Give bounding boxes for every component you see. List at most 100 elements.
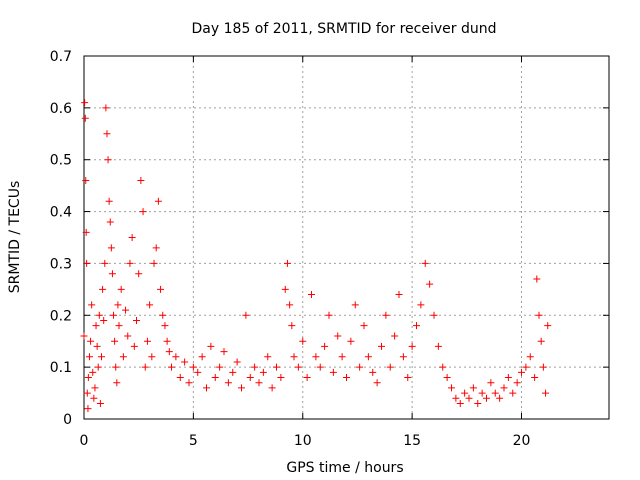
data-point-plus xyxy=(281,285,289,293)
data-point-plus xyxy=(148,353,156,361)
data-point-plus xyxy=(439,363,447,371)
data-point-plus xyxy=(233,358,241,366)
data-point-plus xyxy=(448,384,455,392)
x-tick-label: 15 xyxy=(403,433,421,449)
data-point-plus xyxy=(537,337,545,345)
data-point-plus xyxy=(93,342,101,350)
data-point-plus xyxy=(430,311,438,319)
data-point-plus xyxy=(81,114,89,122)
data-point-plus xyxy=(500,384,508,392)
data-point-plus xyxy=(461,389,469,397)
data-point-plus xyxy=(417,301,425,309)
data-point-plus xyxy=(91,384,99,392)
data-point-plus xyxy=(130,342,138,350)
data-point-plus xyxy=(329,368,337,376)
data-point-plus xyxy=(246,374,254,382)
data-point-plus xyxy=(117,285,125,293)
data-point-plus xyxy=(85,353,93,361)
data-point-plus xyxy=(316,363,324,371)
data-point-plus xyxy=(157,285,165,293)
y-tick-label: 0.1 xyxy=(50,360,72,376)
data-point-plus xyxy=(119,353,127,361)
x-tick-label: 0 xyxy=(80,433,89,449)
data-point-plus xyxy=(154,197,162,205)
data-point-plus xyxy=(124,332,132,340)
data-point-plus xyxy=(159,311,167,319)
data-point-plus xyxy=(533,275,541,283)
data-point-plus xyxy=(207,342,215,350)
data-point-plus xyxy=(198,353,206,361)
data-point-plus xyxy=(128,234,136,241)
data-points xyxy=(80,99,552,413)
data-point-plus xyxy=(434,342,442,350)
data-point-plus xyxy=(163,337,171,345)
data-point-plus xyxy=(88,301,96,309)
data-point-plus xyxy=(452,394,460,402)
data-point-plus xyxy=(373,379,381,387)
data-point-plus xyxy=(421,259,429,267)
data-point-plus xyxy=(189,363,197,371)
data-point-plus xyxy=(135,270,143,278)
data-point-plus xyxy=(531,374,539,382)
y-axis-label: SRMTID / TECUs xyxy=(7,181,23,294)
data-point-plus xyxy=(99,285,107,293)
chart-title: Day 185 of 2011, SRMTID for receiver dun… xyxy=(192,21,497,37)
data-point-plus xyxy=(139,208,147,216)
data-point-plus xyxy=(509,389,517,397)
data-point-plus xyxy=(181,358,189,366)
data-point-plus xyxy=(469,384,477,392)
data-point-plus xyxy=(114,301,122,309)
y-tick-label: 0.6 xyxy=(50,101,72,117)
y-tick-label: 0 xyxy=(63,412,72,428)
data-point-plus xyxy=(81,99,89,107)
data-point-plus xyxy=(474,399,482,407)
y-tick-label: 0.2 xyxy=(50,308,72,324)
grid xyxy=(84,56,609,419)
data-point-plus xyxy=(161,322,169,330)
data-point-plus xyxy=(426,280,434,288)
data-point-plus xyxy=(413,322,420,330)
data-point-plus xyxy=(194,368,202,376)
y-tick-label: 0.4 xyxy=(50,205,72,221)
data-point-plus xyxy=(84,405,92,413)
data-point-plus xyxy=(290,353,298,361)
data-point-plus xyxy=(203,384,210,392)
data-point-plus xyxy=(391,332,399,340)
data-point-plus xyxy=(487,379,495,387)
data-point-plus xyxy=(518,368,525,376)
data-point-plus xyxy=(378,342,385,350)
data-point-plus xyxy=(238,384,245,392)
data-point-plus xyxy=(115,322,123,330)
data-point-plus xyxy=(522,363,530,371)
data-point-plus xyxy=(107,244,115,252)
data-point-plus xyxy=(146,301,154,309)
x-axis-label: GPS time / hours xyxy=(286,460,403,476)
data-point-plus xyxy=(168,363,175,371)
data-point-plus xyxy=(106,218,114,226)
y-tick-label: 0.3 xyxy=(50,256,72,272)
data-point-plus xyxy=(216,363,224,371)
data-point-plus xyxy=(87,337,95,345)
data-point-plus xyxy=(255,379,263,387)
data-point-plus xyxy=(513,379,521,387)
data-point-plus xyxy=(94,363,102,371)
data-point-plus xyxy=(399,353,407,361)
data-point-plus xyxy=(288,322,296,330)
data-point-plus xyxy=(294,363,302,371)
data-point-plus xyxy=(83,259,91,267)
data-point-plus xyxy=(82,228,90,236)
data-point-plus xyxy=(110,311,118,319)
data-point-plus xyxy=(526,353,534,361)
x-tick-label: 20 xyxy=(513,433,531,449)
data-point-plus xyxy=(369,368,377,376)
data-point-plus xyxy=(84,374,92,382)
data-point-plus xyxy=(176,374,184,382)
data-point-plus xyxy=(312,353,320,361)
data-point-plus xyxy=(96,399,104,407)
data-point-plus xyxy=(504,374,512,382)
data-point-plus xyxy=(143,337,151,345)
data-point-plus xyxy=(242,311,250,319)
data-point-plus xyxy=(113,379,121,387)
